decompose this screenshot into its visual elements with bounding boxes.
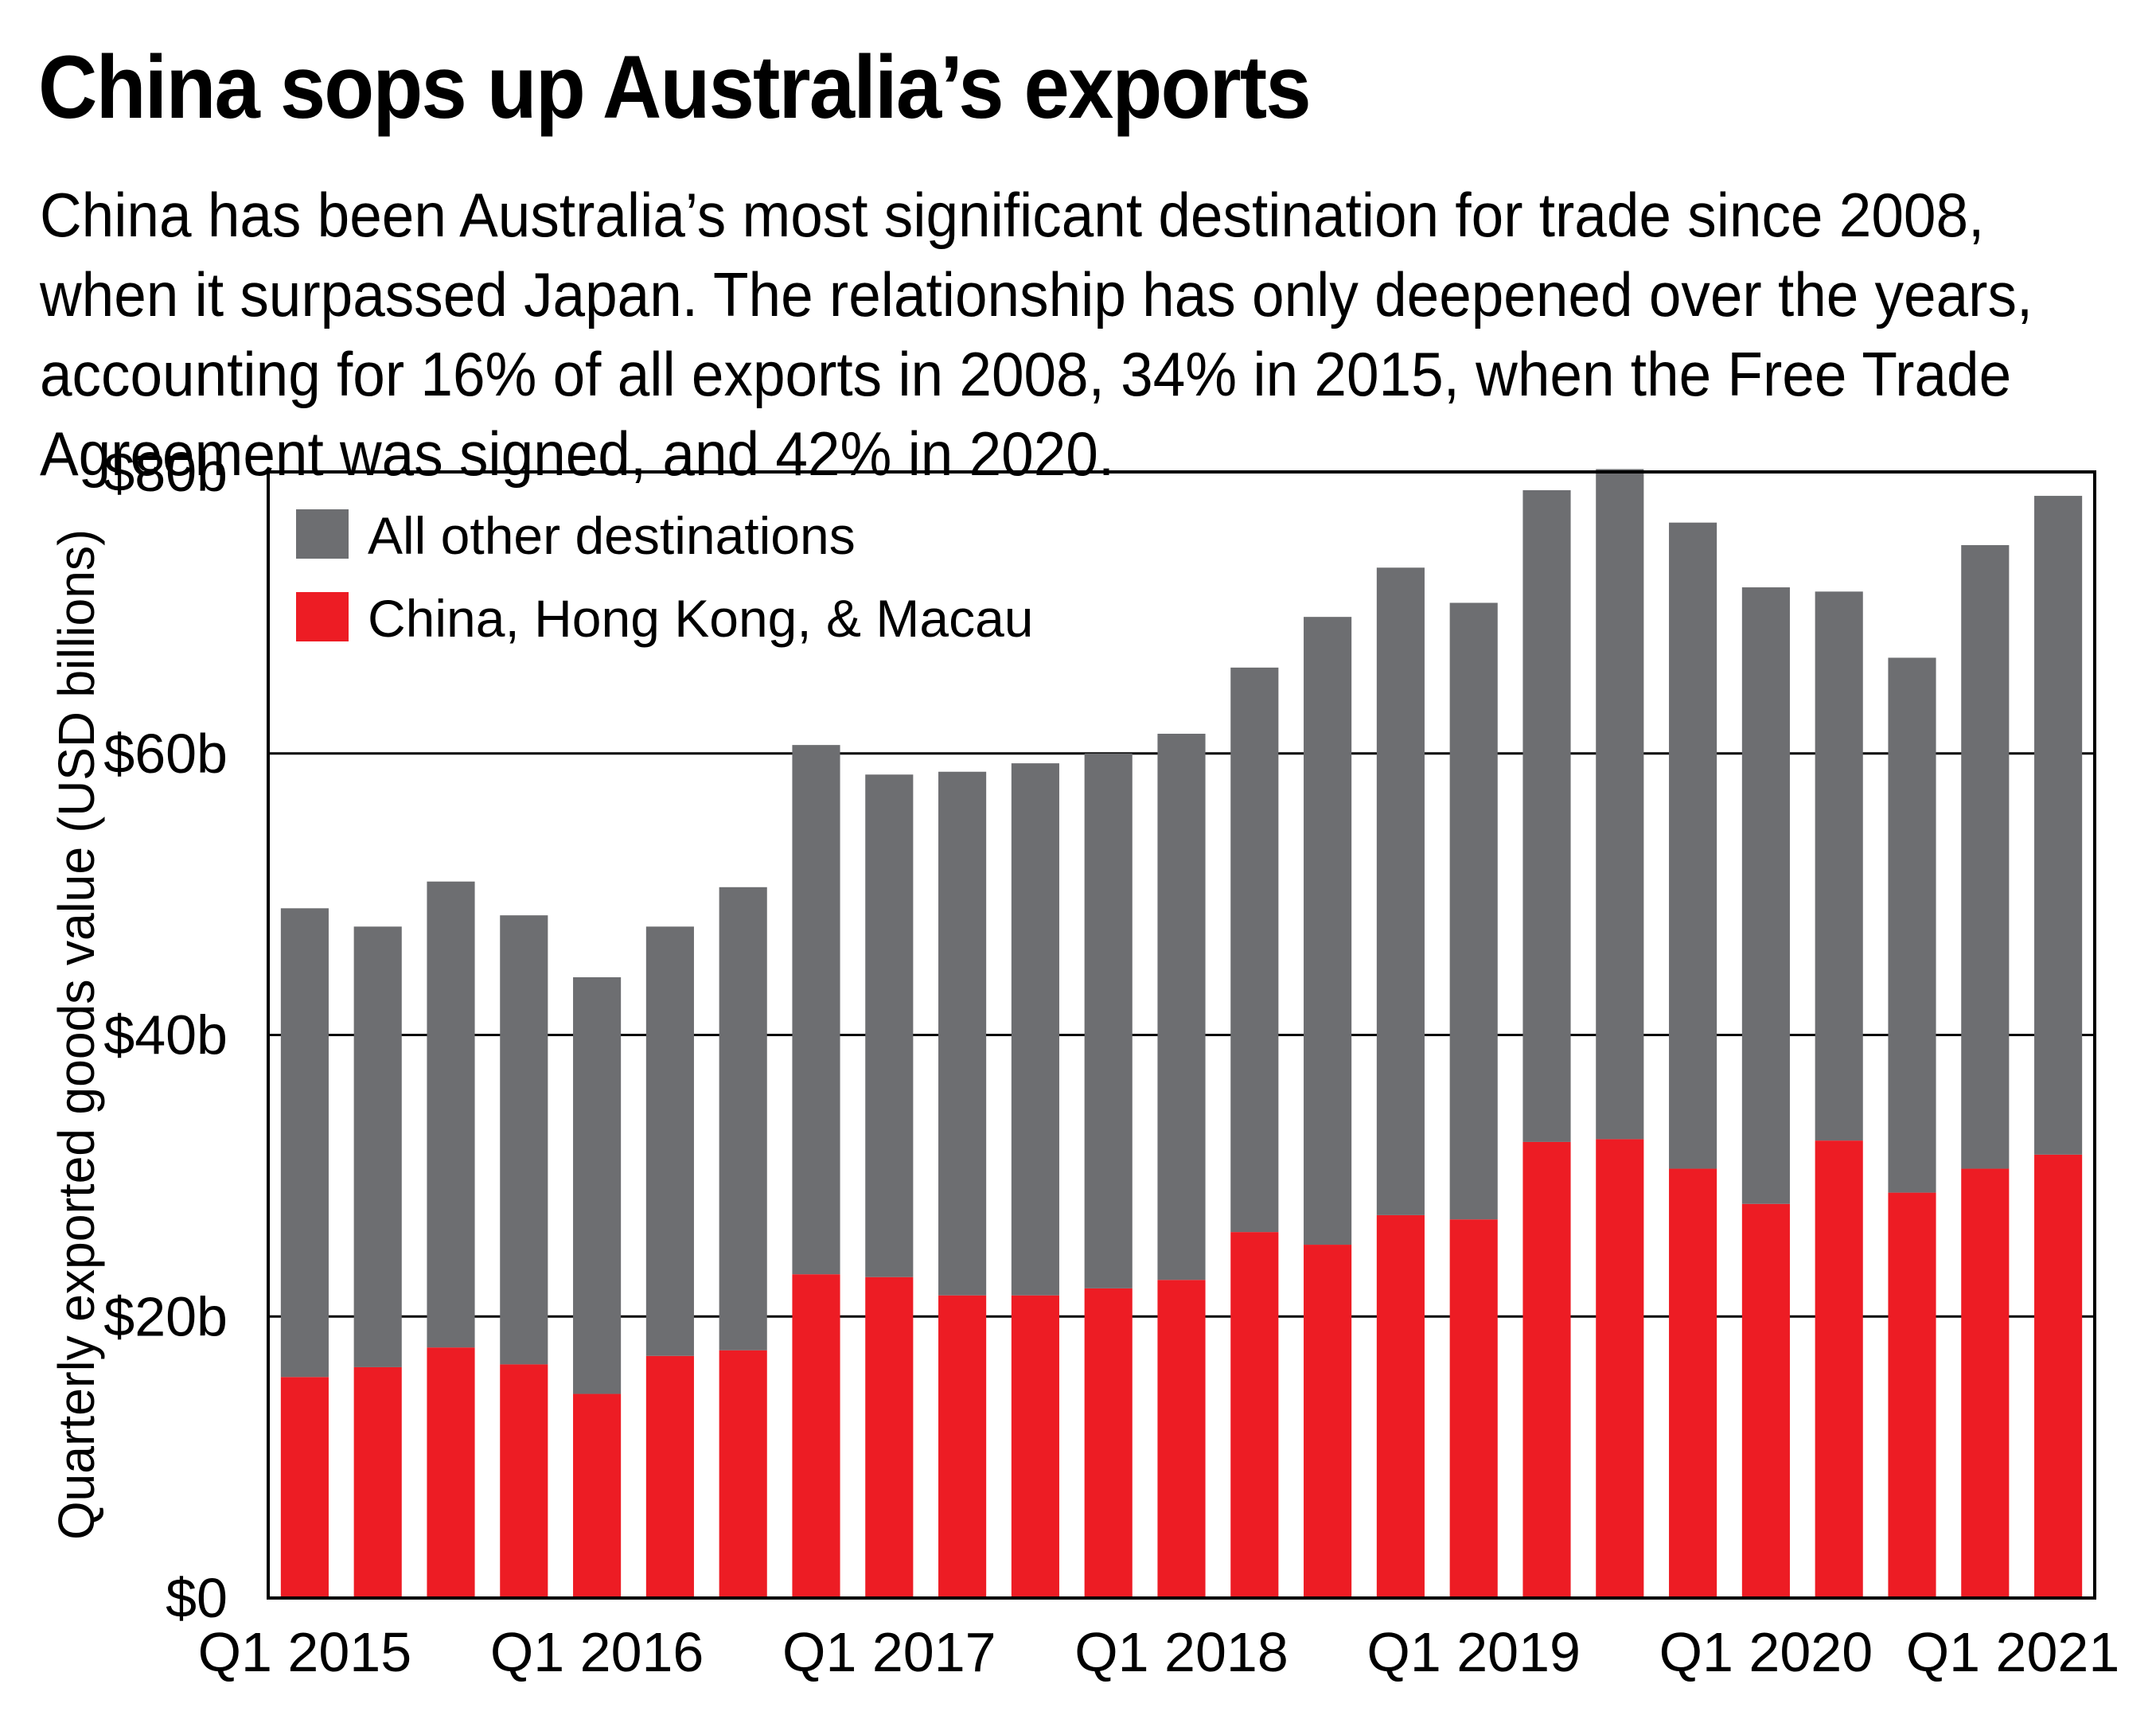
other-destinations-bar <box>1815 591 1863 1141</box>
x-tick-label: Q1 2016 <box>490 1621 704 1683</box>
china-bar <box>938 1295 987 1598</box>
china-bar <box>865 1277 914 1598</box>
china-bar <box>1815 1140 1863 1598</box>
legend-label-china: China, Hong Kong, & Macau <box>368 589 1034 648</box>
other-destinations-bar <box>2034 496 2083 1155</box>
x-axis-ticks: Q1 2015 Q1 2016 Q1 2017 Q1 2018 Q1 2019 Q1 20… <box>198 1621 2120 1683</box>
other-destinations-bar <box>1449 602 1498 1220</box>
y-tick-label: $0 <box>166 1567 228 1629</box>
y-tick-label: $20b <box>103 1285 228 1347</box>
other-destinations-bar <box>1304 617 1352 1245</box>
other-destinations-bar <box>280 908 329 1378</box>
other-destinations-bar <box>1596 469 1644 1140</box>
china-bar <box>1596 1139 1644 1598</box>
x-tick-label: Q1 2018 <box>1074 1621 1289 1683</box>
y-tick-label: $40b <box>103 1004 228 1066</box>
other-destinations-bar <box>427 881 475 1348</box>
plot-frame <box>267 470 2096 1600</box>
china-bar <box>1084 1288 1133 1598</box>
other-destinations-bar <box>1888 657 1936 1193</box>
bars <box>280 469 2083 1598</box>
legend-label-other: All other destinations <box>368 506 856 565</box>
other-destinations-bar <box>1669 522 1717 1169</box>
china-bar <box>427 1347 475 1598</box>
other-destinations-bar <box>353 926 402 1367</box>
china-bar <box>1961 1168 2010 1598</box>
china-bar <box>1522 1141 1571 1598</box>
y-tick-label: $60b <box>103 723 228 785</box>
other-destinations-bar <box>573 976 622 1394</box>
china-bar <box>500 1364 548 1598</box>
china-bar <box>353 1366 402 1598</box>
other-destinations-bar <box>1741 587 1790 1204</box>
chart-title: China sops up Australia’s exports <box>38 37 1312 137</box>
china-bar <box>645 1355 694 1598</box>
legend-swatch-other <box>296 509 349 559</box>
other-destinations-bar <box>865 774 914 1277</box>
legend-swatch-china <box>296 592 349 641</box>
other-destinations-bar <box>500 915 548 1365</box>
china-bar <box>1230 1232 1279 1598</box>
china-bar <box>1449 1219 1498 1598</box>
x-tick-label: Q1 2015 <box>198 1621 412 1683</box>
china-bar <box>1741 1203 1790 1598</box>
y-tick-label: $80b <box>103 441 228 503</box>
other-destinations-bar <box>792 745 840 1275</box>
other-destinations-bar <box>1376 567 1425 1215</box>
other-destinations-bar <box>719 887 767 1351</box>
china-bar <box>1888 1192 1936 1598</box>
china-bar <box>2034 1154 2083 1598</box>
other-destinations-bar <box>1084 753 1133 1288</box>
china-bar <box>1011 1295 1059 1598</box>
china-bar <box>573 1393 622 1598</box>
x-tick-label: Q1 2017 <box>782 1621 996 1683</box>
x-tick-label: Q1 2019 <box>1367 1621 1581 1683</box>
y-axis-ticks: $0 $20b $40b $60b $80b <box>103 441 228 1629</box>
china-bar <box>1157 1280 1206 1598</box>
china-bar <box>1376 1214 1425 1598</box>
china-bar <box>1304 1245 1352 1598</box>
y-axis-label: Quarterly exported goods value (USD bill… <box>48 529 105 1540</box>
x-tick-label: Q1 2020 <box>1659 1621 1873 1683</box>
chart-subtitle: China has been Australia’s most signific… <box>40 180 2033 489</box>
china-bar <box>792 1274 840 1598</box>
china-bar <box>719 1350 767 1598</box>
other-destinations-bar <box>1011 763 1059 1296</box>
other-destinations-bar <box>1157 733 1206 1280</box>
other-destinations-bar <box>1230 667 1279 1233</box>
other-destinations-bar <box>645 926 694 1356</box>
china-bar <box>1669 1168 1717 1598</box>
other-destinations-bar <box>938 771 987 1296</box>
legend: All other destinations China, Hong Kong, … <box>296 506 1034 648</box>
x-tick-label: Q1 2021 <box>1906 1621 2120 1683</box>
other-destinations-bar <box>1522 489 1571 1142</box>
other-destinations-bar <box>1961 544 2010 1169</box>
china-bar <box>280 1377 329 1598</box>
